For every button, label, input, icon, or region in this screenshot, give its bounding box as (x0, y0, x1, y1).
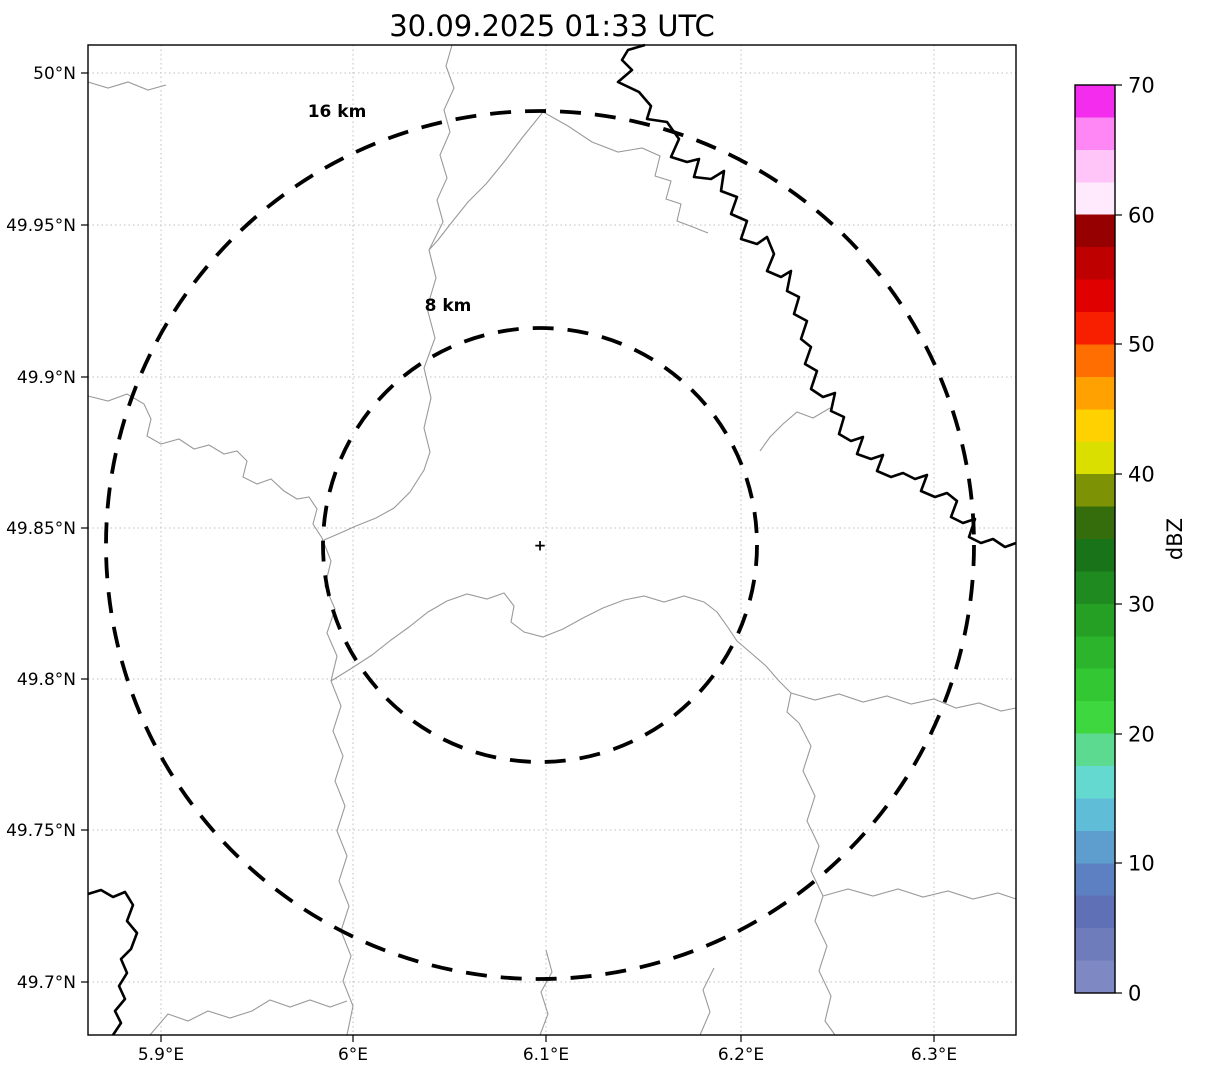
y-tick-label: 49.95°N (6, 216, 76, 236)
boundary-line (542, 111, 709, 234)
boundary-line (321, 537, 354, 1036)
range-ring-8km (321, 326, 759, 764)
x-tick-label: 6.3°E (911, 1045, 957, 1065)
x-axis-labels: 5.9°E 6°E 6.1°E 6.2°E 6.3°E (138, 1045, 957, 1065)
y-tick-label: 49.9°N (17, 368, 76, 388)
range-ring-16km-label: 16 km (308, 102, 367, 122)
boundary-line (759, 407, 831, 452)
y-tick-label: 49.8°N (17, 670, 76, 690)
boundary-line (822, 888, 1017, 900)
colorbar-tick-label: 0 (1128, 981, 1141, 1005)
boundary-line (699, 967, 715, 1036)
boundary-line (330, 592, 800, 724)
boundary-line (149, 999, 348, 1036)
colorbar-ticks (1115, 84, 1122, 994)
y-tick-label: 49.75°N (6, 821, 76, 841)
river-line (87, 888, 139, 1036)
colorbar-tick-label: 30 (1128, 592, 1155, 616)
y-tick-label: 50°N (33, 64, 76, 84)
boundary-line (87, 393, 323, 539)
boundary-line (87, 81, 167, 91)
colorbar-tick-label: 20 (1128, 722, 1155, 746)
colorbar-frame (1074, 84, 1116, 994)
x-tick-label: 5.9°E (138, 1045, 184, 1065)
colorbar-tick-label: 50 (1128, 332, 1155, 356)
y-axis-labels: 50°N 49.95°N 49.9°N 49.85°N 49.8°N 49.75… (6, 64, 76, 993)
boundary-line (790, 692, 1017, 712)
colorbar-tick-label: 40 (1128, 462, 1155, 486)
boundary-line (798, 722, 836, 1036)
x-tick-label: 6°E (338, 1045, 368, 1065)
y-axis-ticks (81, 72, 88, 983)
x-tick-label: 6.1°E (523, 1045, 569, 1065)
colorbar-unit-label: dBZ (1163, 518, 1187, 560)
river-line (616, 43, 1017, 549)
colorbar-labels: 0 10 20 30 40 50 60 70 (1128, 73, 1155, 1005)
y-tick-label: 49.85°N (6, 519, 76, 539)
graticule-grid (88, 45, 1016, 1035)
range-ring-16km (104, 109, 976, 981)
x-axis-ticks (160, 1035, 935, 1042)
admin-boundaries (87, 44, 1017, 1036)
x-tick-label: 6.2°E (718, 1045, 764, 1065)
plot-frame (87, 44, 1017, 1036)
boundary-line (428, 44, 455, 251)
range-ring-8km-label: 8 km (425, 296, 472, 316)
radar-center-marker: + (534, 536, 547, 554)
boundary-line (539, 949, 553, 1036)
river-border-lines (87, 43, 1017, 1036)
colorbar-gradient (1075, 85, 1115, 993)
colorbar-tick-label: 60 (1128, 203, 1155, 227)
colorbar-tick-label: 10 (1128, 851, 1155, 875)
y-tick-label: 49.7°N (17, 973, 76, 993)
figure-title: 30.09.2025 01:33 UTC (389, 9, 715, 43)
boundary-line (323, 111, 544, 541)
colorbar-tick-label: 70 (1128, 73, 1155, 97)
